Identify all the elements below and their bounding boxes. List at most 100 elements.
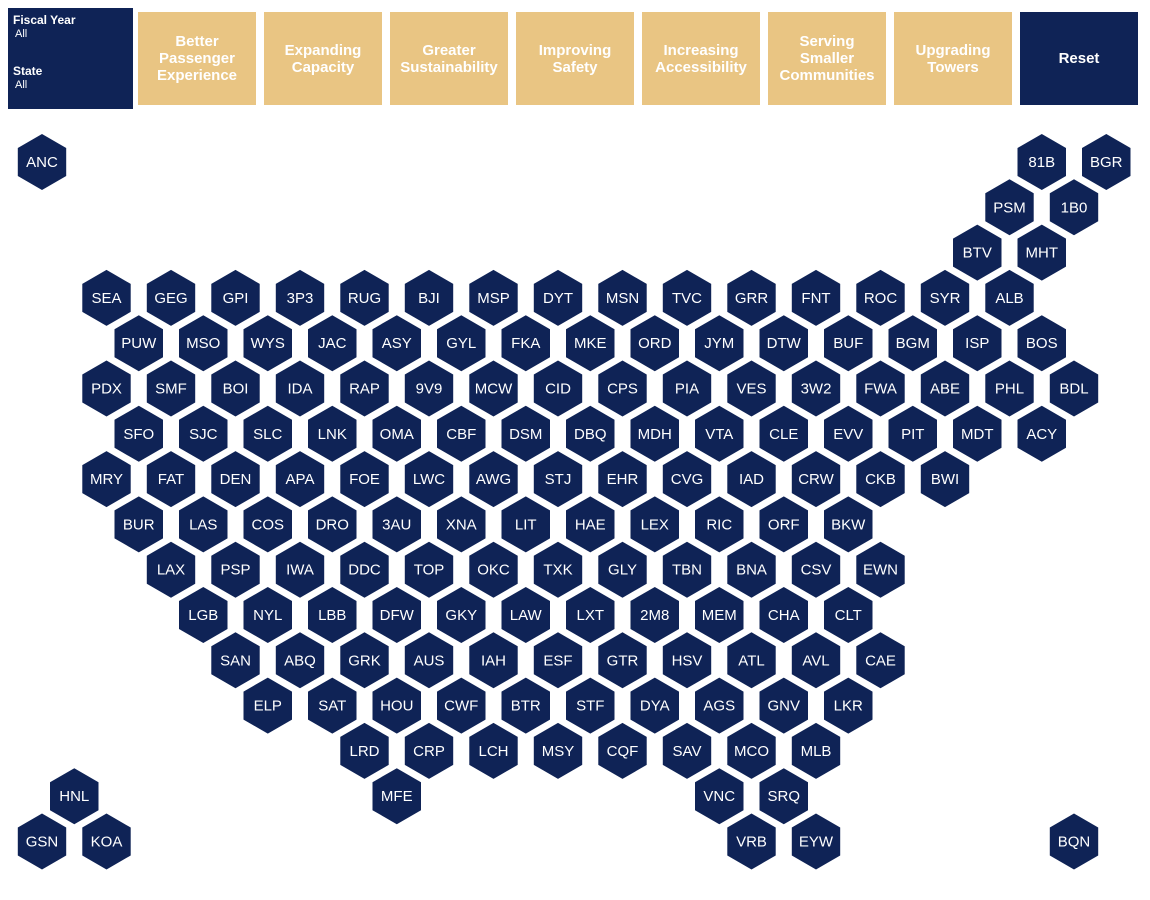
airport-hex[interactable]: ORD — [630, 315, 680, 372]
airport-hex[interactable]: CLT — [824, 587, 873, 643]
airport-hex[interactable]: MRY — [82, 451, 131, 508]
airport-hex[interactable]: 3AU — [372, 496, 422, 553]
airport-hex[interactable]: LIT — [501, 496, 551, 553]
airport-hex[interactable]: 9V9 — [404, 360, 454, 417]
airport-hex[interactable]: LGB — [179, 587, 228, 643]
airport-hex[interactable]: ACY — [1017, 405, 1067, 462]
category-button[interactable]: Upgrading Towers — [894, 12, 1012, 105]
airport-hex[interactable]: CLE — [759, 405, 809, 462]
airport-hex[interactable]: BQN — [1049, 813, 1099, 870]
airport-hex[interactable]: ISP — [953, 315, 1002, 372]
airport-hex[interactable]: LAS — [179, 496, 228, 553]
airport-hex[interactable]: 3W2 — [791, 360, 841, 417]
airport-hex[interactable]: HOU — [372, 677, 422, 734]
airport-hex[interactable]: SJC — [179, 405, 228, 462]
airport-hex[interactable]: SAN — [211, 632, 260, 689]
airport-hex[interactable]: CRW — [791, 451, 841, 508]
airport-hex[interactable]: SMF — [146, 360, 196, 417]
airport-hex[interactable]: VTA — [695, 405, 744, 462]
reset-button[interactable]: Reset — [1020, 12, 1138, 105]
airport-hex[interactable]: SYR — [920, 269, 970, 326]
airport-hex[interactable]: CRP — [404, 722, 454, 779]
airport-hex[interactable]: VNC — [695, 768, 744, 825]
airport-hex[interactable]: BTR — [501, 677, 551, 734]
airport-hex[interactable]: STJ — [533, 451, 583, 508]
airport-hex[interactable]: ROC — [856, 269, 905, 326]
airport-hex[interactable]: MCW — [469, 360, 518, 417]
airport-hex[interactable]: CPS — [598, 360, 647, 417]
airport-hex[interactable]: DBQ — [566, 405, 615, 462]
airport-hex[interactable]: BOS — [1017, 315, 1067, 372]
airport-hex[interactable]: ANC — [17, 134, 67, 190]
airport-hex[interactable]: CHA — [759, 587, 809, 643]
airport-hex[interactable]: STF — [566, 677, 615, 734]
airport-hex[interactable]: ESF — [533, 632, 583, 689]
airport-hex[interactable]: FKA — [501, 315, 551, 372]
airport-hex[interactable]: SAT — [308, 677, 357, 734]
airport-hex[interactable]: IAH — [469, 632, 518, 689]
airport-hex[interactable]: ABE — [920, 360, 970, 417]
airport-hex[interactable]: DEN — [211, 451, 260, 508]
airport-hex[interactable]: DDC — [340, 541, 389, 598]
airport-hex[interactable]: FWA — [856, 360, 905, 417]
airport-hex[interactable]: GPI — [211, 269, 260, 326]
airport-hex[interactable]: RUG — [340, 269, 389, 326]
airport-hex[interactable]: 1B0 — [1049, 179, 1099, 236]
airport-hex[interactable]: LXT — [566, 587, 615, 643]
airport-hex[interactable]: CWF — [437, 677, 486, 734]
airport-hex[interactable]: APA — [275, 451, 325, 508]
airport-hex[interactable]: GSN — [17, 813, 67, 870]
airport-hex[interactable]: WYS — [243, 315, 293, 372]
airport-hex[interactable]: RIC — [695, 496, 744, 553]
airport-hex[interactable]: ABQ — [275, 632, 325, 689]
airport-hex[interactable]: JAC — [308, 315, 357, 372]
airport-hex[interactable]: MCO — [727, 722, 776, 779]
category-button[interactable]: Greater Sustainability — [390, 12, 508, 105]
airport-hex[interactable]: PSM — [985, 179, 1034, 236]
airport-hex[interactable]: SAV — [662, 722, 712, 779]
airport-hex[interactable]: PDX — [82, 360, 131, 417]
airport-hex[interactable]: MFE — [372, 768, 422, 825]
airport-hex[interactable]: CAE — [856, 632, 905, 689]
airport-hex[interactable]: MHT — [1017, 224, 1067, 281]
airport-hex[interactable]: COS — [243, 496, 293, 553]
airport-hex[interactable]: FAT — [146, 451, 196, 508]
airport-hex[interactable]: HSV — [662, 632, 712, 689]
airport-hex[interactable]: GLY — [598, 541, 647, 598]
airport-hex[interactable]: LCH — [469, 722, 518, 779]
airport-hex[interactable]: TXK — [533, 541, 583, 598]
airport-hex[interactable]: XNA — [437, 496, 486, 553]
airport-hex[interactable]: CKB — [856, 451, 905, 508]
airport-hex[interactable]: CQF — [598, 722, 647, 779]
airport-hex[interactable]: MSY — [533, 722, 583, 779]
airport-hex[interactable]: MDT — [953, 405, 1002, 462]
airport-hex[interactable]: PIA — [662, 360, 712, 417]
airport-hex[interactable]: 3P3 — [275, 269, 325, 326]
airport-hex[interactable]: EYW — [791, 813, 841, 870]
airport-hex[interactable]: TOP — [404, 541, 454, 598]
airport-hex[interactable]: HAE — [566, 496, 615, 553]
airport-hex[interactable]: JYM — [695, 315, 744, 372]
airport-hex[interactable]: TBN — [662, 541, 712, 598]
category-button[interactable]: Serving Smaller Communities — [768, 12, 886, 105]
airport-hex[interactable]: MDH — [630, 405, 680, 462]
airport-hex[interactable]: DTW — [759, 315, 809, 372]
airport-hex[interactable]: DYT — [533, 269, 583, 326]
airport-hex[interactable]: SEA — [82, 269, 131, 326]
airport-hex[interactable]: ALB — [985, 269, 1034, 326]
airport-hex[interactable]: DRO — [308, 496, 357, 553]
airport-hex[interactable]: BWI — [920, 451, 970, 508]
airport-hex[interactable]: BGR — [1082, 134, 1131, 190]
airport-hex[interactable]: AUS — [404, 632, 454, 689]
airport-hex[interactable]: BOI — [211, 360, 260, 417]
airport-hex[interactable]: BTV — [953, 224, 1002, 281]
airport-hex[interactable]: BUF — [824, 315, 873, 372]
airport-hex[interactable]: LKR — [824, 677, 873, 734]
airport-hex[interactable]: DSM — [501, 405, 551, 462]
airport-hex[interactable]: AVL — [791, 632, 841, 689]
airport-hex[interactable]: MSP — [469, 269, 518, 326]
airport-hex[interactable]: GEG — [146, 269, 196, 326]
category-button[interactable]: Increasing Accessibility — [642, 12, 760, 105]
airport-hex[interactable]: EWN — [856, 541, 905, 598]
airport-hex[interactable]: HNL — [50, 768, 99, 825]
